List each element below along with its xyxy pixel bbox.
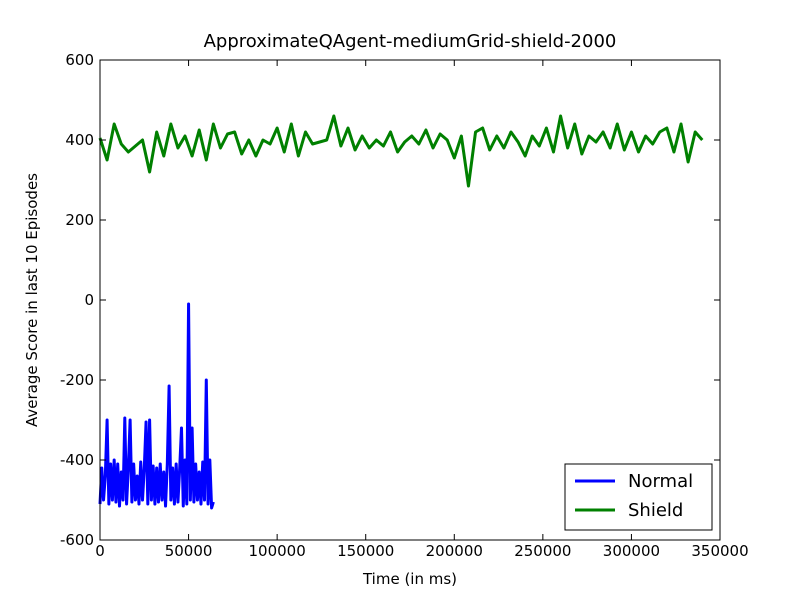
legend-label: Normal (628, 471, 693, 492)
x-axis-label: Time (in ms) (362, 570, 457, 588)
y-tick-label: 600 (65, 51, 94, 69)
y-axis-label: Average Score in last 10 Episodes (23, 173, 41, 427)
y-tick-label: 200 (65, 211, 94, 229)
x-tick-label: 350000 (691, 542, 748, 560)
series-line (98, 114, 704, 188)
x-tick-label: 50000 (165, 542, 213, 560)
x-tick-label: 200000 (426, 542, 483, 560)
x-tick-label: 150000 (337, 542, 394, 560)
y-tick-label: -400 (60, 451, 94, 469)
series-line (98, 302, 215, 510)
legend-box (564, 463, 713, 531)
legend-label: Shield (628, 500, 683, 521)
y-tick-label: 400 (65, 131, 94, 149)
y-tick-label: -600 (60, 531, 94, 549)
x-tick-label: 0 (95, 542, 105, 560)
chart-title: ApproximateQAgent-mediumGrid-shield-2000 (204, 31, 617, 52)
x-tick-label: 300000 (603, 542, 660, 560)
x-tick-label: 250000 (514, 542, 571, 560)
y-tick-label: -200 (60, 371, 94, 389)
x-tick-label: 100000 (249, 542, 306, 560)
y-tick-label: 0 (84, 291, 94, 309)
